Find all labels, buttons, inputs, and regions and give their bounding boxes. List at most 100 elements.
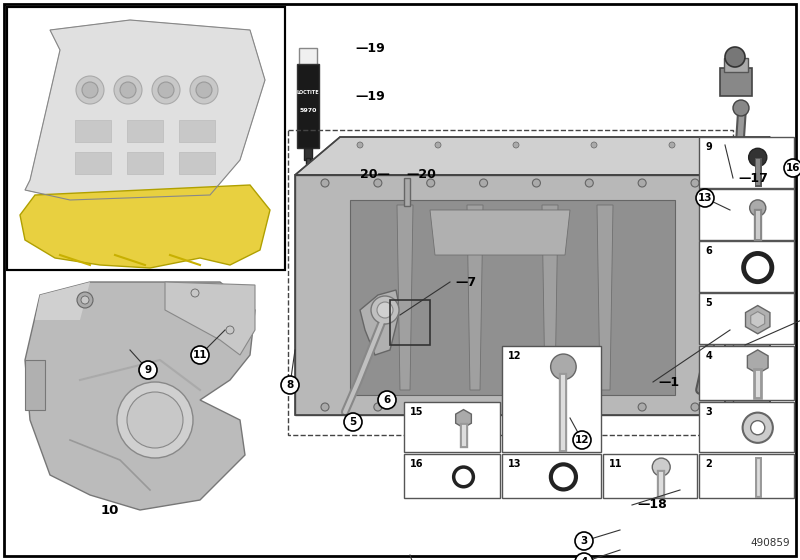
Text: 8: 8 xyxy=(286,380,294,390)
Bar xyxy=(7,7,285,270)
Circle shape xyxy=(573,431,591,449)
Polygon shape xyxy=(430,210,570,255)
Circle shape xyxy=(344,413,362,431)
Polygon shape xyxy=(542,205,558,390)
Bar xyxy=(127,120,163,142)
Circle shape xyxy=(158,82,174,98)
Polygon shape xyxy=(25,360,45,410)
Bar xyxy=(502,346,601,452)
Bar xyxy=(603,454,697,498)
Text: 16: 16 xyxy=(410,459,423,469)
Text: 9: 9 xyxy=(706,142,712,152)
Polygon shape xyxy=(467,205,483,390)
Bar xyxy=(75,152,111,174)
Circle shape xyxy=(533,179,541,187)
Text: 20—: 20— xyxy=(360,169,390,181)
Circle shape xyxy=(191,289,199,297)
Bar xyxy=(288,130,733,435)
Bar xyxy=(502,454,601,498)
Text: 9: 9 xyxy=(145,365,151,375)
Circle shape xyxy=(321,403,329,411)
Polygon shape xyxy=(456,409,471,428)
Polygon shape xyxy=(597,205,613,390)
Polygon shape xyxy=(165,282,255,355)
Bar xyxy=(304,148,312,160)
Circle shape xyxy=(281,376,299,394)
Bar xyxy=(179,120,215,142)
Circle shape xyxy=(586,179,594,187)
Text: 5: 5 xyxy=(350,417,357,427)
Text: 4: 4 xyxy=(706,351,712,361)
Circle shape xyxy=(378,391,396,409)
Bar xyxy=(75,120,111,142)
Circle shape xyxy=(479,403,487,411)
Bar xyxy=(724,58,748,72)
Text: —19: —19 xyxy=(355,91,385,104)
Polygon shape xyxy=(747,350,768,374)
Text: 3: 3 xyxy=(580,536,588,546)
Circle shape xyxy=(377,302,393,318)
Circle shape xyxy=(750,421,765,435)
Text: 11: 11 xyxy=(193,350,207,360)
Circle shape xyxy=(591,142,597,148)
Bar xyxy=(7,7,285,270)
Bar xyxy=(404,402,500,452)
Polygon shape xyxy=(20,185,270,268)
Circle shape xyxy=(426,179,434,187)
Polygon shape xyxy=(350,200,675,395)
Bar xyxy=(720,68,752,96)
Circle shape xyxy=(550,354,576,380)
Text: 6: 6 xyxy=(706,246,712,256)
Circle shape xyxy=(586,403,594,411)
Circle shape xyxy=(749,148,767,166)
Circle shape xyxy=(374,403,382,411)
Bar xyxy=(299,48,317,66)
Circle shape xyxy=(187,285,203,301)
Text: 16: 16 xyxy=(786,163,800,173)
Text: 5: 5 xyxy=(706,298,712,309)
Polygon shape xyxy=(360,290,400,355)
Circle shape xyxy=(750,200,766,216)
Polygon shape xyxy=(725,137,770,415)
Text: 12: 12 xyxy=(509,351,522,361)
Bar xyxy=(404,178,410,206)
Circle shape xyxy=(435,142,441,148)
Circle shape xyxy=(77,292,93,308)
Text: 11: 11 xyxy=(610,459,622,469)
Circle shape xyxy=(652,458,670,476)
Text: —19: —19 xyxy=(355,41,385,54)
Text: —18: —18 xyxy=(637,498,666,511)
Circle shape xyxy=(784,159,800,177)
Circle shape xyxy=(152,76,180,104)
Circle shape xyxy=(691,403,699,411)
Circle shape xyxy=(127,392,183,448)
Circle shape xyxy=(479,179,487,187)
Bar xyxy=(699,137,794,188)
Circle shape xyxy=(575,553,593,560)
Bar xyxy=(404,454,500,498)
Polygon shape xyxy=(746,306,770,334)
Text: —17: —17 xyxy=(738,171,768,184)
Circle shape xyxy=(196,82,212,98)
Polygon shape xyxy=(25,20,265,200)
Circle shape xyxy=(575,532,593,550)
Circle shape xyxy=(226,326,234,334)
Circle shape xyxy=(669,142,675,148)
Polygon shape xyxy=(295,137,770,175)
Circle shape xyxy=(222,322,238,338)
Polygon shape xyxy=(750,311,765,328)
Circle shape xyxy=(357,142,363,148)
Circle shape xyxy=(82,82,98,98)
Polygon shape xyxy=(295,175,725,415)
Circle shape xyxy=(426,403,434,411)
Circle shape xyxy=(139,361,157,379)
Text: 4: 4 xyxy=(580,557,588,560)
Text: 13: 13 xyxy=(509,459,522,469)
Bar xyxy=(699,402,794,452)
Circle shape xyxy=(81,296,89,304)
Text: 13: 13 xyxy=(698,193,712,203)
Text: 8: 8 xyxy=(706,194,712,204)
Circle shape xyxy=(691,179,699,187)
Circle shape xyxy=(725,47,745,67)
Circle shape xyxy=(747,142,753,148)
